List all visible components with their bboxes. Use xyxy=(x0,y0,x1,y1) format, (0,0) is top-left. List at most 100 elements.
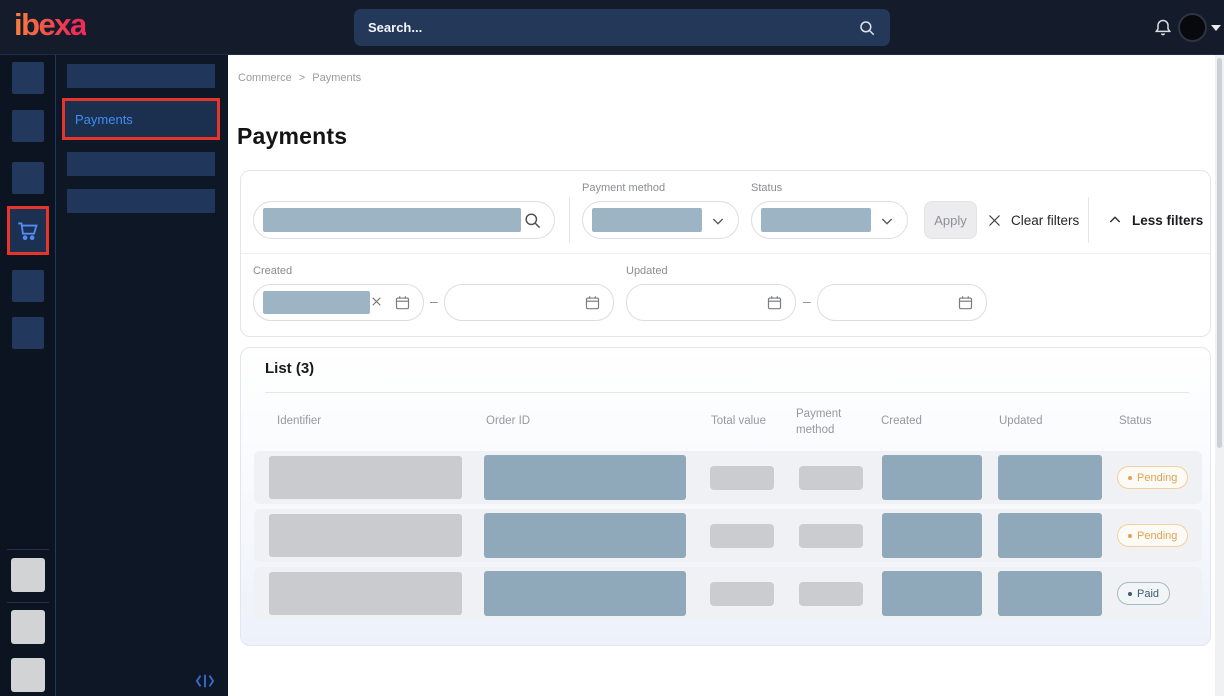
redacted-created xyxy=(882,571,982,616)
updated-to-date-input[interactable] xyxy=(817,284,987,321)
column-header-total-value: Total value xyxy=(711,415,766,427)
scrollbar-thumb[interactable] xyxy=(1217,58,1222,448)
ibexa-logo[interactable]: ibexa xyxy=(14,7,86,43)
status-select[interactable] xyxy=(751,201,908,239)
menu-item-placeholder-3[interactable] xyxy=(67,189,215,213)
menu-item-payments-label: Payments xyxy=(75,112,133,127)
status-dot-icon xyxy=(1128,592,1132,596)
filters-card: Payment method Status Apply xyxy=(240,170,1211,337)
search-icon xyxy=(523,211,542,230)
x-icon xyxy=(987,213,1002,228)
table-row[interactable]: Pending xyxy=(254,509,1202,562)
chevron-down-icon xyxy=(879,213,895,229)
bell-icon[interactable] xyxy=(1153,17,1173,39)
secondary-menu-panel: Payments xyxy=(56,55,228,696)
redacted-total-value xyxy=(710,582,774,606)
filter-divider xyxy=(569,197,570,243)
column-header-payment-method: Payment method xyxy=(796,407,854,438)
redacted-date-value xyxy=(263,291,370,314)
calendar-icon[interactable] xyxy=(394,294,411,312)
status-dot-icon xyxy=(1128,476,1132,480)
calendar-icon[interactable] xyxy=(957,294,974,312)
redacted-select-value xyxy=(592,208,702,232)
less-filters-toggle[interactable]: Less filters xyxy=(1107,201,1203,239)
search-icon xyxy=(858,19,876,37)
column-header-created: Created xyxy=(881,415,922,427)
redacted-total-value xyxy=(710,466,774,490)
filter-search-input[interactable] xyxy=(253,201,555,239)
list-title: List (3) xyxy=(265,360,314,377)
shopping-cart-icon xyxy=(15,218,41,244)
breadcrumb-payments[interactable]: Payments xyxy=(312,72,361,84)
page-title: Payments xyxy=(237,123,347,150)
status-badge-label: Paid xyxy=(1137,588,1159,600)
redacted-order-id xyxy=(484,455,686,500)
nav-icon-placeholder-1[interactable] xyxy=(12,62,44,94)
redacted-identifier xyxy=(269,572,462,615)
clear-filters-button[interactable]: Clear filters xyxy=(987,201,1079,239)
table-row[interactable]: Paid xyxy=(254,567,1202,620)
redacted-payment-method xyxy=(799,582,863,606)
apply-button[interactable]: Apply xyxy=(924,201,977,239)
bottom-icon-placeholder-1[interactable] xyxy=(11,558,45,592)
status-badge: Pending xyxy=(1117,466,1188,489)
chevron-up-icon xyxy=(1107,212,1123,228)
bottom-icon-placeholder-3[interactable] xyxy=(11,658,45,692)
app-window: ibexa Search... xyxy=(0,0,1224,696)
redacted-updated xyxy=(998,571,1102,616)
breadcrumb: Commerce>Payments xyxy=(238,72,361,84)
redacted-search-value xyxy=(263,208,521,232)
updated-label: Updated xyxy=(626,265,668,277)
menu-item-placeholder-2[interactable] xyxy=(67,152,215,176)
payment-method-label: Payment method xyxy=(582,182,665,194)
clear-date-icon[interactable] xyxy=(370,295,383,308)
created-from-date-input[interactable] xyxy=(253,284,424,321)
status-badge: Paid xyxy=(1117,582,1170,605)
nav-item-commerce-highlighted[interactable] xyxy=(7,206,49,255)
status-badge-label: Pending xyxy=(1137,530,1177,542)
calendar-icon[interactable] xyxy=(766,294,783,312)
topbar: ibexa Search... xyxy=(0,0,1224,55)
breadcrumb-commerce[interactable]: Commerce xyxy=(238,72,292,84)
nav-icon-placeholder-2[interactable] xyxy=(12,110,44,142)
nav-icon-placeholder-3[interactable] xyxy=(12,162,44,194)
updated-from-date-input[interactable] xyxy=(626,284,796,321)
main-content: Commerce>Payments Payments Payment metho… xyxy=(228,55,1224,696)
less-filters-label: Less filters xyxy=(1132,213,1203,228)
column-header-order-id: Order ID xyxy=(486,415,530,427)
rail-divider xyxy=(7,602,49,603)
filters-row-divider xyxy=(241,253,1210,254)
user-avatar[interactable] xyxy=(1178,13,1207,42)
column-header-status: Status xyxy=(1119,415,1152,427)
status-badge: Pending xyxy=(1117,524,1188,547)
redacted-total-value xyxy=(710,524,774,548)
primary-nav-rail xyxy=(0,55,56,696)
status-dot-icon xyxy=(1128,534,1132,538)
created-to-date-input[interactable] xyxy=(444,284,614,321)
redacted-created xyxy=(882,455,982,500)
clear-filters-label: Clear filters xyxy=(1011,213,1079,228)
payment-method-select[interactable] xyxy=(582,201,739,239)
vertical-scrollbar[interactable] xyxy=(1215,55,1224,696)
filter-divider xyxy=(1088,197,1089,243)
menu-item-payments-highlighted[interactable]: Payments xyxy=(62,98,220,140)
redacted-select-value xyxy=(761,208,871,232)
column-header-updated: Updated xyxy=(999,415,1042,427)
caret-down-icon[interactable] xyxy=(1211,25,1221,31)
menu-item-placeholder-1[interactable] xyxy=(67,64,215,88)
calendar-icon[interactable] xyxy=(584,294,601,312)
column-header-identifier: Identifier xyxy=(277,415,321,427)
date-range-separator: – xyxy=(430,293,438,309)
panel-collapse-icon[interactable] xyxy=(194,672,216,690)
status-label: Status xyxy=(751,182,782,194)
nav-icon-placeholder-5[interactable] xyxy=(12,317,44,349)
nav-icon-placeholder-4[interactable] xyxy=(12,270,44,302)
redacted-created xyxy=(882,513,982,558)
redacted-payment-method xyxy=(799,466,863,490)
global-search-input[interactable]: Search... xyxy=(354,9,890,46)
redacted-identifier xyxy=(269,456,462,499)
bottom-icon-placeholder-2[interactable] xyxy=(11,610,45,644)
created-label: Created xyxy=(253,265,292,277)
search-placeholder: Search... xyxy=(368,20,858,35)
table-row[interactable]: Pending xyxy=(254,451,1202,504)
